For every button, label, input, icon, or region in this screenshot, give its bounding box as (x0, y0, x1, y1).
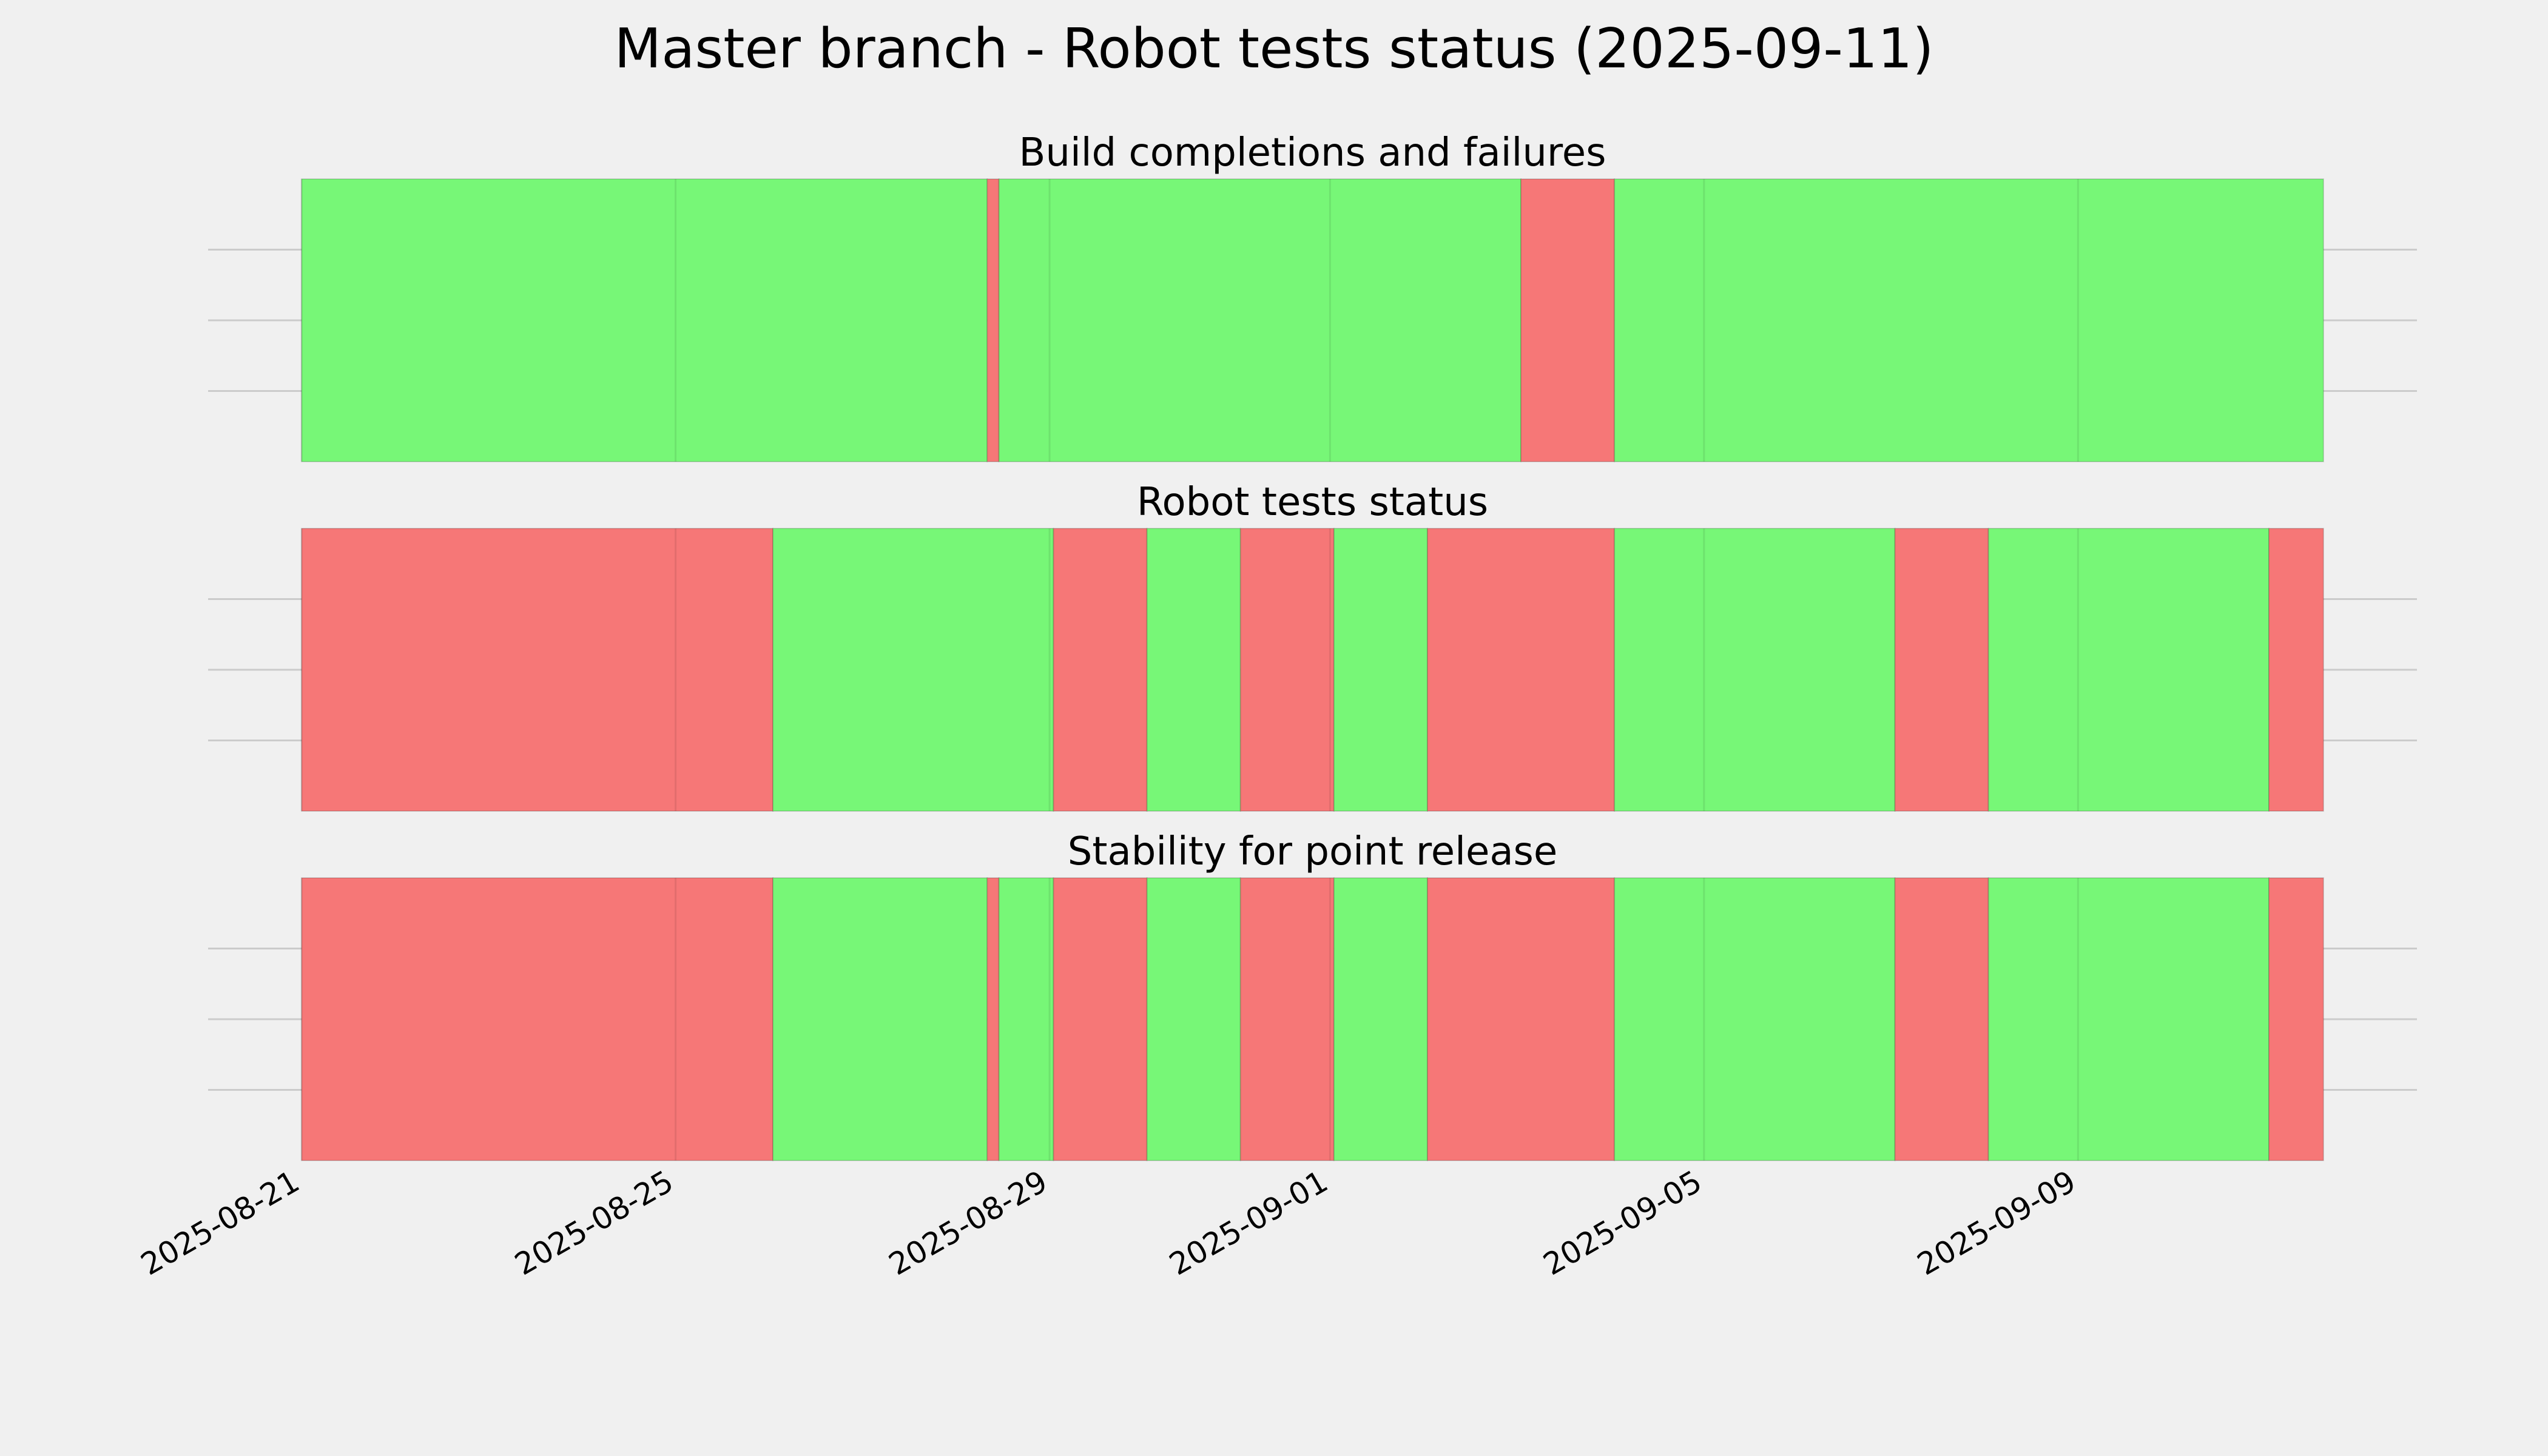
x-tick-label: 2025-09-09 (1912, 1164, 2082, 1282)
status-segment (998, 877, 1054, 1161)
status-segment (2268, 877, 2324, 1161)
status-segment (1239, 877, 1335, 1161)
status-segment (1894, 528, 1989, 812)
status-segment (2268, 528, 2324, 812)
status-segment (1426, 877, 1616, 1161)
status-segment (1614, 178, 2324, 462)
status-segment (986, 178, 1000, 462)
status-segment (1146, 877, 1241, 1161)
status-segment (1614, 877, 1896, 1161)
panel-title: Robot tests status (1137, 480, 1488, 525)
status-segment (772, 528, 1054, 812)
panel-title: Stability for point release (1068, 829, 1558, 874)
status-segment (1053, 877, 1148, 1161)
status-segment (301, 528, 774, 812)
status-segment (1520, 178, 1616, 462)
x-tick-label: 2025-09-01 (1164, 1164, 1334, 1282)
status-segment (1894, 877, 1989, 1161)
status-segment (772, 877, 988, 1161)
status-segment (986, 877, 1000, 1161)
status-segment (301, 178, 988, 462)
status-segment (1987, 528, 2270, 812)
panel-title: Build completions and failures (1019, 130, 1606, 175)
x-tick-label: 2025-08-25 (509, 1164, 679, 1282)
x-tick-label: 2025-08-21 (135, 1164, 305, 1282)
status-segment (301, 877, 774, 1161)
status-segment (1053, 528, 1148, 812)
status-segment (1146, 528, 1241, 812)
status-segment (1614, 528, 1896, 812)
x-tick-label: 2025-09-05 (1537, 1164, 1708, 1282)
status-segment (1239, 528, 1335, 812)
x-tick-label: 2025-08-29 (883, 1164, 1053, 1282)
chart-title: Master branch - Robot tests status (2025… (615, 17, 1934, 81)
status-segment (1987, 877, 2270, 1161)
status-segment (1333, 528, 1428, 812)
status-segment (1426, 528, 1616, 812)
status-segment (998, 178, 1522, 462)
status-segment (1333, 877, 1428, 1161)
